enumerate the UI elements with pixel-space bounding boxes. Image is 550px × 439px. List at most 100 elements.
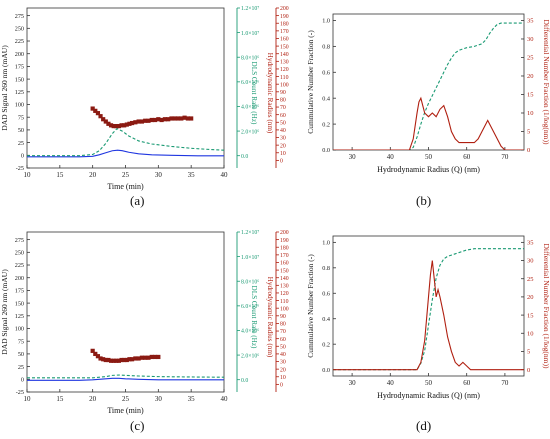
x-tick-label-c-3: 25 [122,395,130,403]
x-tick-label-a-1: 15 [56,171,64,179]
right-tick-label-b-4: 20 [527,73,534,80]
x-tick-label-d-4: 70 [501,379,509,387]
x-tick-label-c-4: 30 [155,395,163,403]
right-tick-label-c-11: 110 [280,299,289,305]
right-axis-label-d: Differential Number Fraction (1/log(nm)) [542,243,550,369]
left-tick-label-b-4: 0.8 [322,44,330,51]
left-tick-label-a-0: -25 [16,165,24,172]
data-point-a-2-1 [93,108,98,113]
data-point-c-2-10 [116,358,122,363]
left-tick-label-d-2: 0.4 [322,316,330,323]
right-tick-label-c-20: 200 [280,230,289,236]
x-axis-label-a: Time (min) [107,182,144,191]
left-axis-label-a: DAD Signal 260 nm (mAU) [0,45,9,131]
mid-tick-label-a-2: 4.0×10⁶ [241,105,259,111]
data-point-c-2-21 [149,354,154,360]
data-point-a-2-25 [162,117,167,122]
left-tick-label-a-8: 175 [15,64,24,71]
left-tick-label-b-5: 1.0 [322,18,330,25]
left-tick-label-a-3: 50 [18,127,24,134]
series-line-a-1 [27,127,224,157]
mid-axis-label-c: DLS Count Rate (Hz) [250,286,258,349]
right-tick-label-a-18: 180 [280,21,289,27]
data-point-a-2-21 [149,117,154,123]
left-tick-label-a-12: 275 [15,13,24,20]
data-point-a-2-33 [189,116,194,121]
right-tick-label-c-17: 170 [280,253,289,259]
right-tick-label-b-5: 25 [527,55,534,62]
x-tick-label-c-2: 20 [89,395,97,403]
right-tick-label-a-20: 200 [280,6,289,12]
data-point-a-2-2 [95,111,101,116]
data-point-a-2-23 [156,117,161,122]
data-point-a-2-0 [90,106,95,111]
data-point-c-2-18 [139,355,145,360]
data-point-c-2-23 [156,354,161,360]
left-tick-label-a-4: 75 [18,114,24,121]
right-tick-label-c-7: 70 [280,329,286,335]
right-tick-label-d-1: 5 [527,349,530,356]
left-tick-label-c-11: 250 [15,250,24,257]
mid-tick-label-a-1: 2.0×10⁶ [241,129,259,135]
mid-axis-label-a: DLS Count Rate (Hz) [250,62,258,125]
x-tick-label-a-2: 20 [89,171,97,179]
x-axis-label-b: Hydrodynamic Radius (Q) (nm) [377,165,480,174]
left-tick-label-d-0: 0.0 [322,367,330,374]
data-point-a-2-15 [129,120,135,126]
data-point-a-2-32 [185,116,190,121]
data-point-c-2-14 [127,357,132,362]
left-tick-label-b-0: 0.0 [322,147,330,154]
data-point-a-2-16 [133,120,138,125]
right-tick-label-c-2: 20 [280,367,286,373]
x-axis-label-c: Time (min) [107,406,144,415]
x-tick-label-a-4: 30 [155,171,163,179]
x-tick-label-a-5: 35 [188,171,196,179]
data-point-c-2-8 [111,358,116,363]
data-point-a-2-17 [136,119,141,124]
data-point-a-2-9 [114,123,119,129]
right-axis-label-a: Hydrodynamic Radius (nm) [266,53,274,134]
data-point-a-2-11 [119,123,124,128]
data-point-a-2-31 [182,115,187,120]
left-tick-label-b-2: 0.4 [322,95,330,102]
right-tick-label-a-19: 190 [280,14,289,20]
right-tick-label-b-7: 35 [527,18,534,25]
x-tick-label-a-0: 10 [24,171,32,179]
data-point-a-2-4 [101,117,106,122]
data-point-a-2-13 [124,122,129,127]
right-tick-label-c-8: 80 [280,322,286,328]
data-point-c-2-6 [106,357,111,363]
x-tick-label-b-3: 60 [463,153,471,161]
right-tick-label-a-16: 160 [280,37,289,43]
left-tick-label-b-3: 0.6 [322,69,330,76]
right-tick-label-d-3: 15 [527,312,534,319]
plot-frame-c [26,231,225,393]
mid-tick-label-a-6: 1.2×10⁷ [241,6,259,12]
x-tick-label-d-3: 60 [463,379,471,387]
left-tick-label-c-10: 225 [15,262,24,269]
right-tick-label-d-4: 20 [527,294,534,301]
right-tick-label-a-13: 130 [280,60,289,66]
data-point-c-2-0 [90,348,95,353]
plot-frame-b [332,13,525,151]
right-tick-label-c-12: 120 [280,291,289,297]
left-tick-label-a-10: 225 [15,38,24,45]
right-tick-label-a-15: 150 [280,44,289,50]
data-point-c-2-11 [119,357,124,363]
mid-tick-label-c-6: 1.2×10⁷ [241,230,259,236]
mid-tick-label-c-0: 0.0 [241,378,248,384]
mid-tick-label-a-4: 8.0×10⁶ [241,55,259,61]
data-point-a-2-3 [98,114,103,119]
left-tick-label-a-11: 250 [15,26,24,33]
plot-frame-a [26,7,225,169]
series-line-b-1 [333,96,524,150]
left-tick-label-c-2: 25 [18,364,24,371]
mid-tick-label-c-5: 1.0×10⁷ [241,255,259,261]
data-point-c-2-5 [103,357,108,363]
right-tick-label-c-15: 150 [280,268,289,274]
mid-tick-label-a-0: 0.0 [241,154,248,160]
data-point-a-2-27 [169,116,174,121]
right-tick-label-d-5: 25 [527,276,534,283]
right-tick-label-a-17: 170 [280,29,289,35]
x-tick-label-c-0: 10 [24,395,32,403]
